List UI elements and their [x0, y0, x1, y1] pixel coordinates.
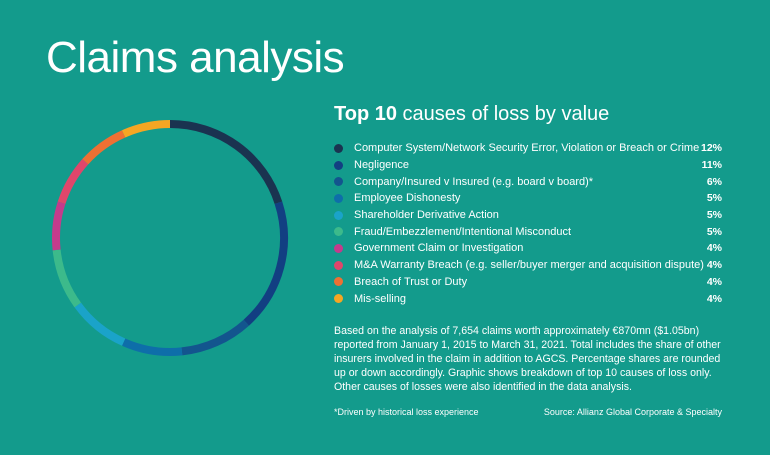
source-note: Source: Allianz Global Corporate & Speci… — [543, 407, 722, 417]
legend-item: Negligence 11% — [334, 157, 722, 174]
donut-slice-2 — [243, 201, 288, 326]
analysis-note: Based on the analysis of 7,654 claims wo… — [334, 325, 721, 393]
legend-label: M&A Warranty Breach (e.g. seller/buyer m… — [354, 259, 704, 272]
legend-label: Breach of Trust or Duty — [354, 275, 468, 288]
donut-slice-10 — [122, 120, 171, 138]
legend-swatch — [334, 260, 343, 270]
legend-item: Government Claim or Investigation 4% — [334, 240, 722, 257]
legend-item: Shareholder Derivative Action 5% — [334, 207, 722, 224]
legend-item: Company/Insured v Insured (e.g. board v … — [334, 173, 722, 190]
legend-value: 5% — [706, 192, 722, 205]
chart-title-rest: causes of loss by value — [396, 103, 610, 125]
legend: Computer System/Network Security Error, … — [334, 140, 722, 307]
legend-label: Computer System/Network Security Error, … — [354, 142, 700, 155]
donut-slice-5 — [74, 302, 126, 346]
legend-value: 11% — [701, 159, 722, 172]
legend-value: 4% — [706, 292, 722, 305]
legend-value: 4% — [706, 275, 722, 288]
legend-label: Mis-selling — [354, 292, 406, 305]
donut-slice-6 — [52, 249, 82, 308]
legend-item: Computer System/Network Security Error, … — [334, 140, 722, 157]
legend-label: Government Claim or Investigation — [354, 242, 524, 255]
legend-item: Breach of Trust or Duty 4% — [334, 274, 722, 291]
legend-swatch — [334, 227, 343, 237]
legend-value: 6% — [706, 175, 722, 188]
legend-swatch — [334, 143, 343, 153]
donut-slice-7 — [52, 201, 66, 251]
footnote: *Driven by historical loss experience — [334, 407, 479, 417]
legend-item: M&A Warranty Breach (e.g. seller/buyer m… — [334, 257, 722, 274]
chart-title: Top 10 causes of loss by value — [334, 104, 609, 124]
legend-item: Employee Dishonesty 5% — [334, 190, 722, 207]
legend-value: 4% — [706, 259, 722, 272]
legend-value: 4% — [706, 242, 722, 255]
legend-label: Company/Insured v Insured (e.g. board v … — [354, 175, 594, 188]
donut-slice-3 — [181, 319, 249, 356]
legend-item: Mis-selling 4% — [334, 290, 722, 307]
legend-swatch — [334, 210, 343, 220]
legend-swatch — [334, 294, 343, 304]
legend-swatch — [334, 160, 343, 170]
legend-value: 5% — [706, 225, 722, 238]
legend-swatch — [334, 277, 343, 287]
legend-swatch — [334, 177, 343, 187]
legend-swatch — [334, 193, 343, 203]
donut-chart — [52, 120, 288, 356]
legend-label: Employee Dishonesty — [354, 192, 461, 205]
legend-value: 5% — [706, 209, 722, 222]
donut-slice-9 — [82, 130, 126, 165]
legend-label: Shareholder Derivative Action — [354, 209, 499, 222]
donut-slice-1 — [169, 120, 283, 205]
legend-value: 12% — [700, 142, 722, 155]
chart-title-bold: Top 10 — [334, 103, 397, 125]
page-title: Claims analysis — [46, 33, 345, 82]
legend-label: Negligence — [354, 159, 410, 172]
donut-slice-4 — [122, 338, 183, 356]
legend-swatch — [334, 243, 343, 253]
legend-label: Fraud/Embezzlement/Intentional Misconduc… — [354, 225, 572, 238]
donut-slice-8 — [57, 159, 89, 205]
legend-item: Fraud/Embezzlement/Intentional Misconduc… — [334, 223, 722, 240]
